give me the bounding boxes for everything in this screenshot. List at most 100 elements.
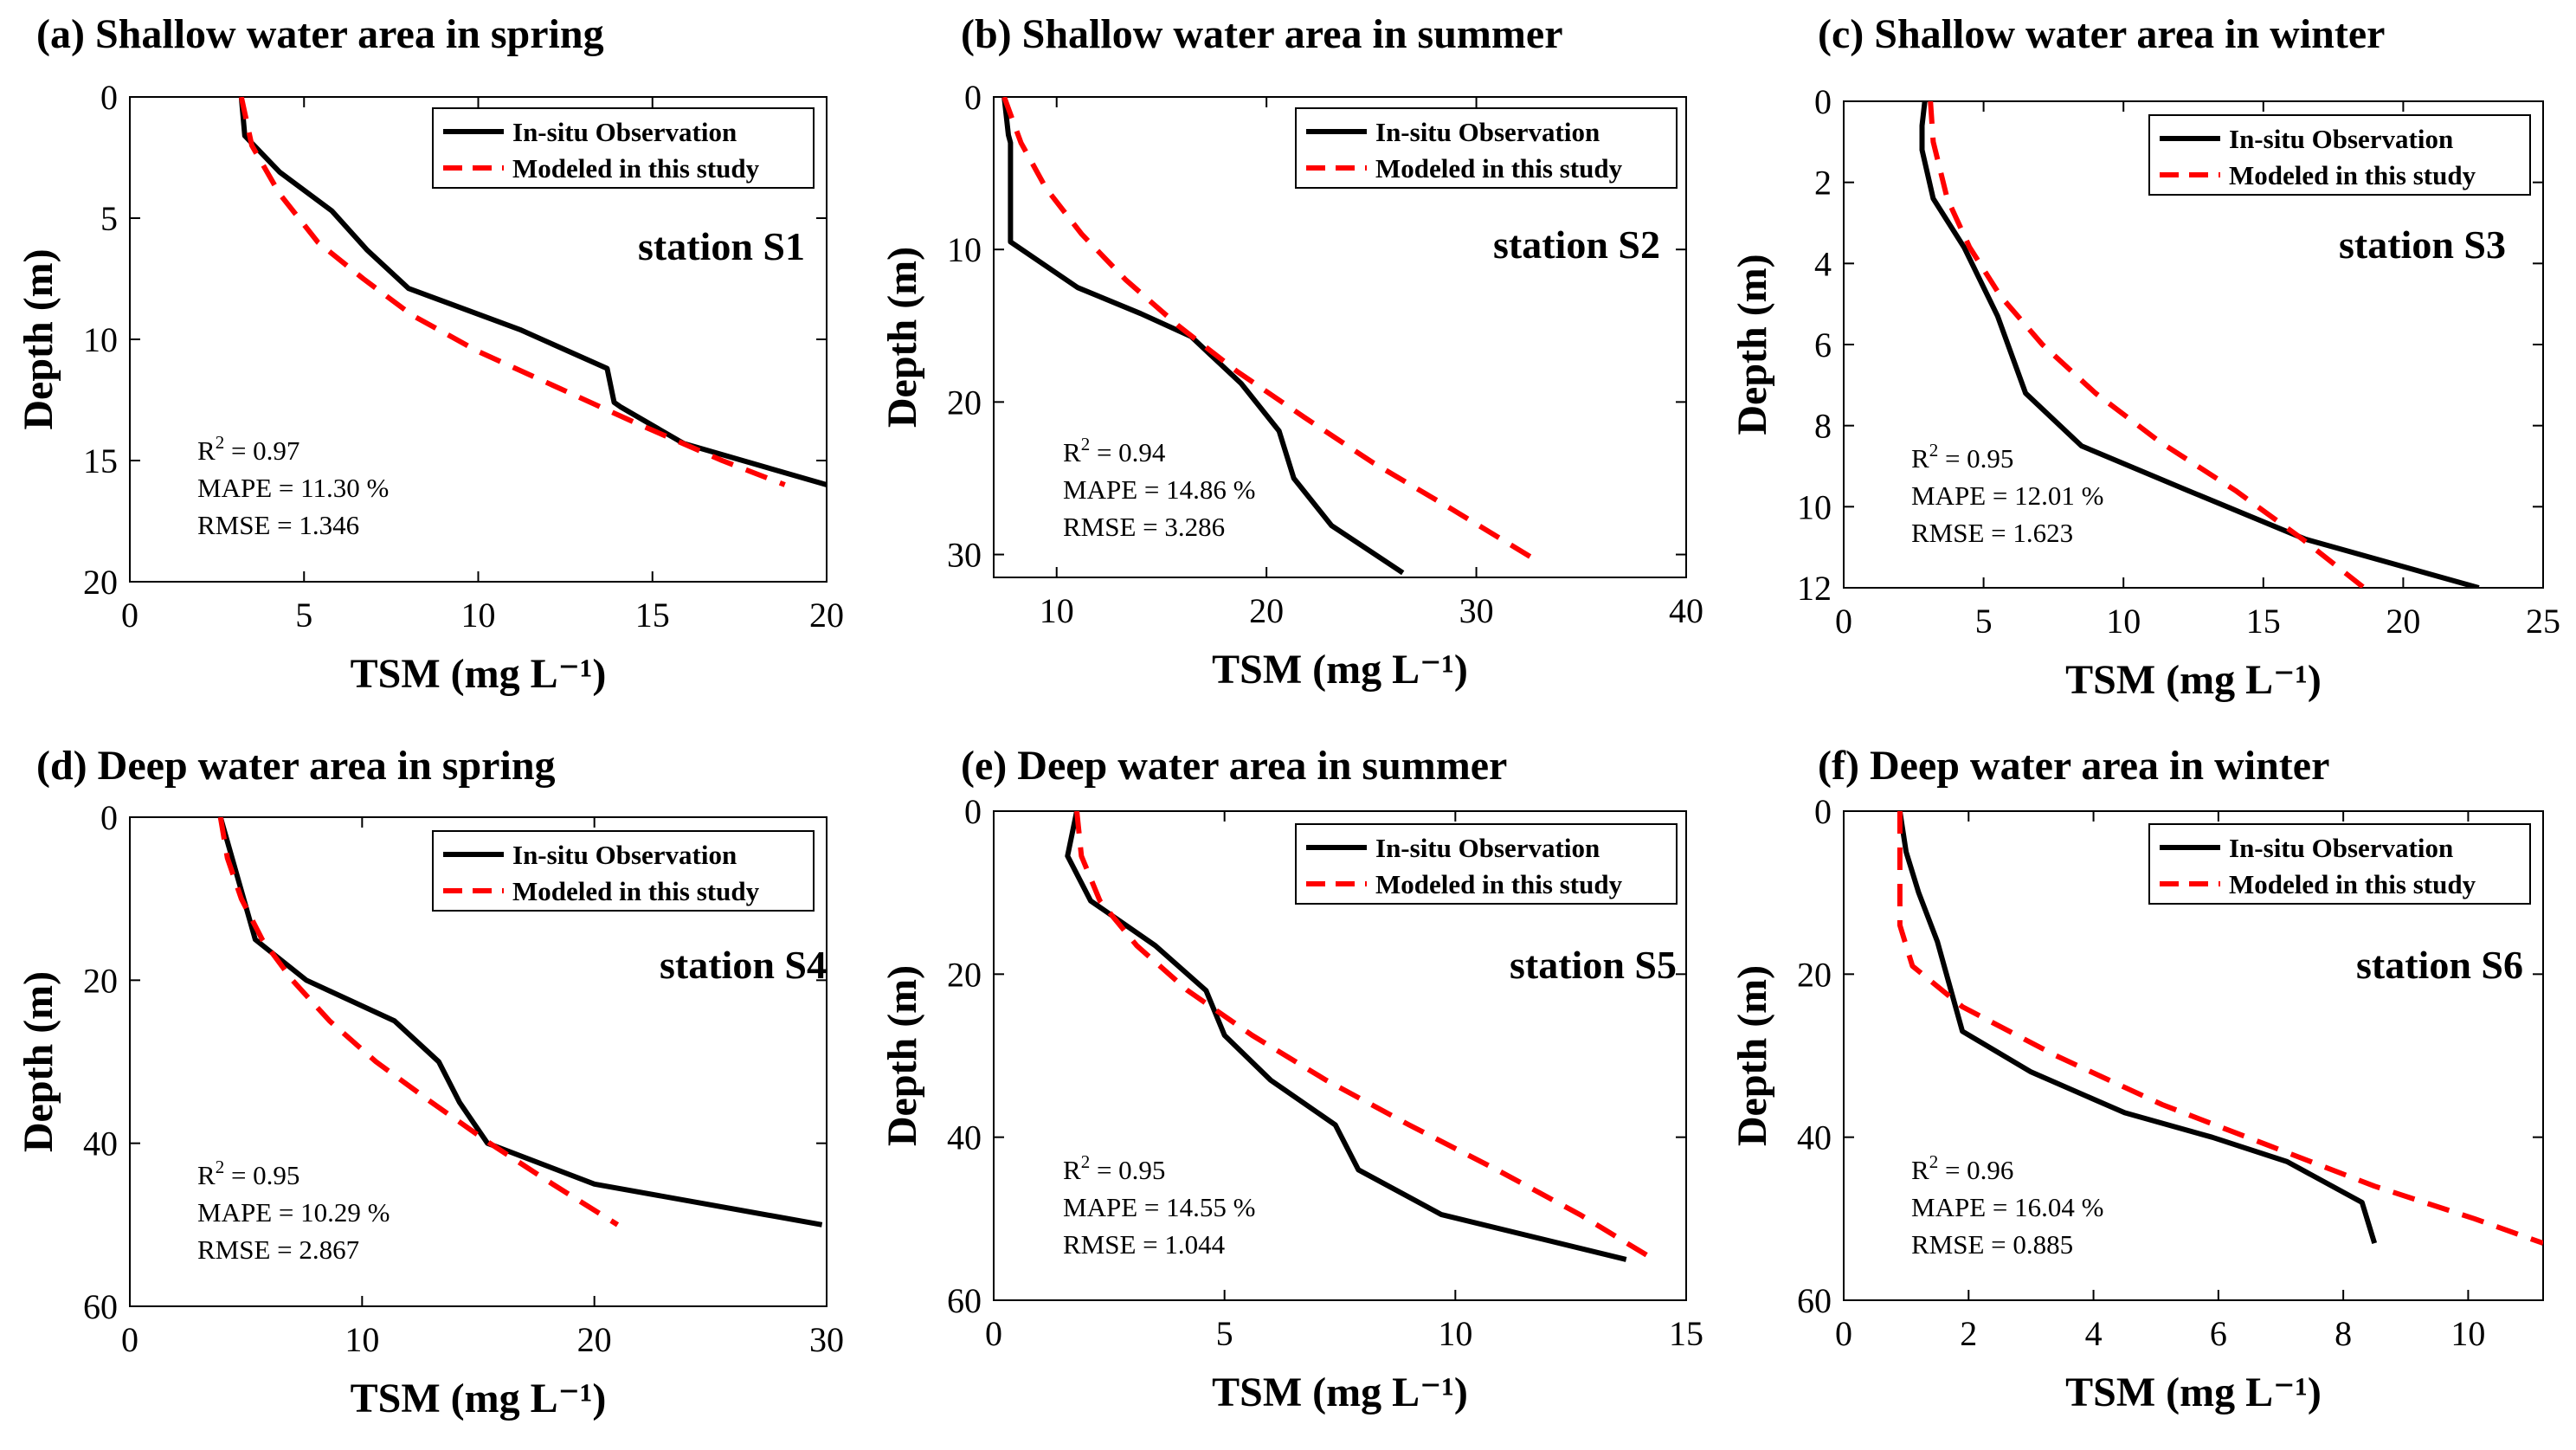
x-tick-label: 15 <box>2246 602 2281 641</box>
station-label: station S2 <box>1493 222 1660 267</box>
modeled-line <box>1897 811 2543 1246</box>
x-tick-label: 5 <box>295 596 312 635</box>
rmse-stat: RMSE = 1.623 <box>1911 518 2073 548</box>
x-tick-label: 2 <box>1960 1314 1977 1353</box>
x-tick-label: 8 <box>2334 1314 2352 1353</box>
x-tick-label: 5 <box>1975 602 1993 641</box>
y-tick-label: 20 <box>947 955 982 994</box>
legend-box <box>432 107 815 189</box>
modeled-line <box>1074 811 1656 1262</box>
observation-line <box>1065 811 1627 1262</box>
y-tick-label: 0 <box>100 798 118 837</box>
y-axis-label: Depth (m) <box>1729 254 1775 435</box>
x-tick-label: 5 <box>1216 1314 1233 1353</box>
modeled-line <box>1928 101 2367 588</box>
panel-title: (f) Deep water area in winter <box>1818 743 2329 789</box>
legend-label: In-situ Observation <box>1375 117 1600 147</box>
r-squared: R2 = 0.95 <box>197 1157 299 1190</box>
panel-title: (a) Shallow water area in spring <box>36 11 604 57</box>
x-tick-label: 6 <box>2210 1314 2227 1353</box>
modeled-line <box>238 97 786 487</box>
station-label: station S1 <box>638 224 805 268</box>
y-tick-label: 20 <box>1797 955 1832 994</box>
legend-label: In-situ Observation <box>512 117 737 147</box>
rmse-stat: RMSE = 0.885 <box>1911 1229 2073 1260</box>
panel-b: (b) Shallow water area in summer 10 20 30 40… <box>879 11 1703 693</box>
x-axis-label: TSM (mg L⁻¹) <box>1212 1369 1468 1415</box>
series-group <box>1065 811 1656 1262</box>
series-group <box>1919 101 2480 588</box>
x-axis-label: TSM (mg L⁻¹) <box>351 1376 607 1421</box>
legend-label: Modeled in this study <box>512 876 760 906</box>
x-tick-label: 0 <box>985 1314 1002 1353</box>
mape-stat: MAPE = 12.01 % <box>1911 480 2103 511</box>
y-tick-label: 8 <box>1814 407 1832 446</box>
panel-d: (d) Deep water area in spring 0 10 20 30 0 20 4… <box>16 743 844 1421</box>
x-tick-label: 0 <box>121 1320 138 1359</box>
legend-label: In-situ Observation <box>2229 124 2453 154</box>
x-tick-label: 20 <box>809 596 844 635</box>
modeled-line <box>1001 97 1541 564</box>
y-tick-label: 12 <box>1797 569 1832 608</box>
y-tick-label: 60 <box>1797 1281 1832 1320</box>
legend-label: In-situ Observation <box>2229 833 2453 863</box>
rmse-stat: RMSE = 3.286 <box>1063 512 1225 542</box>
axes-box <box>1843 810 2544 1301</box>
rmse-stat: RMSE = 1.346 <box>197 510 359 540</box>
legend-box <box>432 830 815 912</box>
y-tick-label: 15 <box>83 441 118 480</box>
x-tick-label: 10 <box>2450 1314 2485 1353</box>
y-tick-label: 60 <box>83 1287 118 1326</box>
r-squared: R2 = 0.97 <box>197 432 299 466</box>
y-tick-label: 10 <box>947 230 982 269</box>
legend-box <box>1295 107 1678 189</box>
station-label: station S5 <box>1510 943 1677 987</box>
y-tick-label: 2 <box>1814 164 1832 203</box>
observation-line <box>238 97 827 487</box>
panel-title: (e) Deep water area in summer <box>961 743 1507 789</box>
y-tick-label: 10 <box>83 320 118 359</box>
x-tick-label: 0 <box>1835 1314 1852 1353</box>
y-axis-label: Depth (m) <box>16 971 61 1152</box>
x-tick-label: 10 <box>345 1320 379 1359</box>
panel-title: (c) Shallow water area in winter <box>1818 11 2385 57</box>
y-tick-label: 40 <box>1797 1118 1832 1157</box>
axes-box <box>993 810 1687 1301</box>
r-squared: R2 = 0.94 <box>1063 434 1166 467</box>
mape-stat: MAPE = 14.86 % <box>1063 474 1255 505</box>
r-squared: R2 = 0.96 <box>1911 1151 2013 1185</box>
r-squared: R2 = 0.95 <box>1911 440 2013 474</box>
station-label: station S6 <box>2356 943 2523 987</box>
x-tick-label: 20 <box>577 1320 612 1359</box>
rmse-stat: RMSE = 1.044 <box>1063 1229 1226 1260</box>
x-tick-label: 10 <box>1040 591 1074 630</box>
legend-label: Modeled in this study <box>2229 160 2476 190</box>
x-tick-label: 20 <box>1249 591 1284 630</box>
mape-stat: MAPE = 11.30 % <box>197 473 389 503</box>
legend-label: Modeled in this study <box>512 153 760 184</box>
y-tick-label: 20 <box>83 563 118 602</box>
r-squared: R2 = 0.95 <box>1063 1151 1165 1185</box>
y-tick-label: 40 <box>947 1118 982 1157</box>
y-axis-label: Depth (m) <box>879 247 925 428</box>
x-axis-label: TSM (mg L⁻¹) <box>2065 1369 2322 1415</box>
y-axis-label: Depth (m) <box>1729 965 1775 1146</box>
legend-label: In-situ Observation <box>512 840 737 870</box>
axes-box <box>129 816 828 1307</box>
y-tick-label: 0 <box>100 78 118 117</box>
y-tick-label: 0 <box>964 78 982 117</box>
x-tick-label: 25 <box>2526 602 2560 641</box>
legend-label: Modeled in this study <box>1375 153 1623 184</box>
y-tick-label: 10 <box>1797 487 1832 526</box>
legend-box <box>2148 823 2531 905</box>
mape-stat: MAPE = 10.29 % <box>197 1197 390 1228</box>
x-tick-label: 10 <box>1438 1314 1472 1353</box>
legend-label: Modeled in this study <box>2229 869 2476 899</box>
x-tick-label: 10 <box>461 596 496 635</box>
station-label: station S3 <box>2339 222 2506 267</box>
x-axis-label: TSM (mg L⁻¹) <box>2065 657 2322 703</box>
